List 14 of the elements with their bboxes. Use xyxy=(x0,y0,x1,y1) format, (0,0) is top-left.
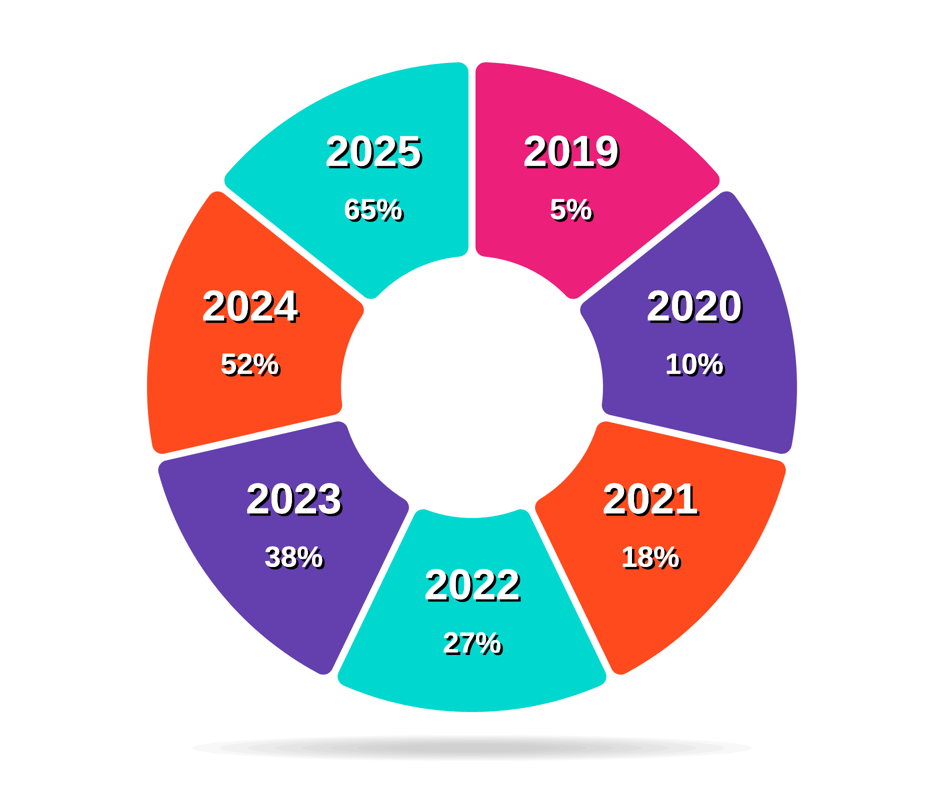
category-label: 2019 xyxy=(524,136,620,169)
category-label: 2025 xyxy=(326,136,422,169)
data-label: 18% xyxy=(622,546,682,570)
category-label: 2023 xyxy=(247,483,343,516)
data-label: 52% xyxy=(221,353,281,377)
data-label: 27% xyxy=(444,632,503,656)
category-label: 2020 xyxy=(648,290,743,324)
category-label: 2022 xyxy=(426,569,521,602)
data-label: 5% xyxy=(550,198,594,222)
category-label: 2021 xyxy=(604,483,700,516)
data-label: 38% xyxy=(265,546,325,570)
data-label: 10% xyxy=(666,353,726,377)
category-label: 2024 xyxy=(203,290,300,324)
data-label: 65% xyxy=(344,198,404,222)
